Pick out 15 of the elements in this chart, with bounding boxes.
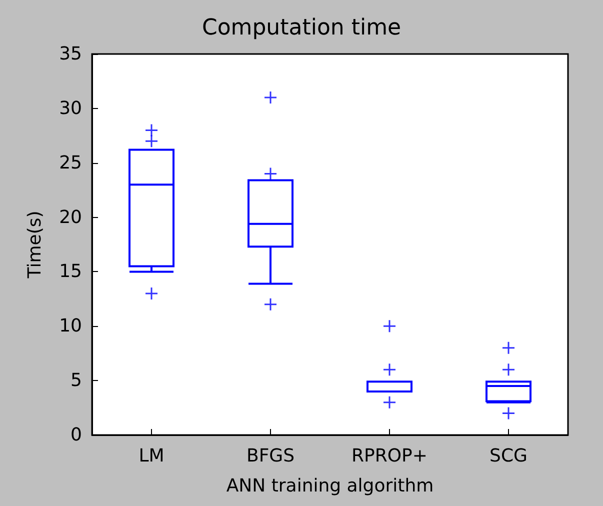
x-tick-label: BFGS [246,446,295,466]
x-tick-label: RPROP+ [352,446,428,466]
y-axis-title: Time(s) [24,210,46,280]
y-tick-label: 20 [59,206,82,228]
x-tick-label: SCG [490,446,528,466]
y-tick-label: 10 [59,316,82,337]
chart-title: Computation time [202,16,402,40]
y-tick-label: 15 [59,261,82,282]
x-axis-title: ANN training algorithm [226,476,434,496]
y-tick-label: 0 [70,424,82,446]
x-tick-label: LM [138,446,164,466]
y-tick-label: 25 [59,152,82,174]
y-tick-label: 35 [59,44,82,64]
y-tick-label: 30 [59,98,82,119]
y-tick-label: 5 [70,370,82,392]
